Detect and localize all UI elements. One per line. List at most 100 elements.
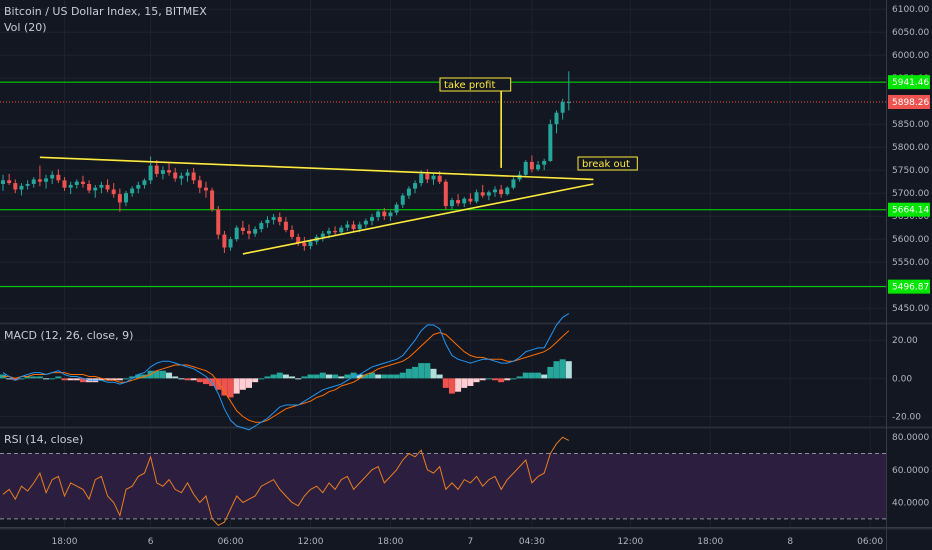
macd-histogram-bar bbox=[559, 359, 566, 379]
macd-histogram-bar bbox=[381, 374, 388, 379]
candle-body bbox=[474, 192, 479, 202]
macd-histogram-bar bbox=[98, 378, 105, 381]
macd-histogram-bar bbox=[123, 378, 129, 380]
macd-histogram-bar bbox=[246, 378, 252, 388]
rsi-legend[interactable]: RSI (14, close) bbox=[4, 433, 84, 446]
macd-histogram-bar bbox=[485, 378, 492, 380]
candle-body bbox=[511, 179, 516, 188]
macd-histogram-bar bbox=[405, 368, 412, 379]
candle-body bbox=[93, 187, 98, 191]
candle-body bbox=[154, 165, 159, 174]
macd-histogram-bar bbox=[448, 378, 455, 394]
macd-histogram-bar bbox=[79, 378, 86, 383]
macd-histogram-bar bbox=[61, 378, 68, 381]
time-axis-tick: 8 bbox=[787, 537, 793, 547]
macd-histogram-bar bbox=[295, 378, 302, 380]
macd-histogram-bar bbox=[110, 378, 117, 381]
macd-histogram-bar bbox=[325, 374, 332, 379]
candle-body bbox=[394, 204, 399, 213]
candle-body bbox=[523, 161, 528, 175]
macd-histogram-bar bbox=[184, 378, 191, 381]
price-axis-tick: 6050.00 bbox=[892, 28, 929, 38]
macd-histogram-bar bbox=[270, 374, 277, 379]
macd-histogram-bar bbox=[455, 378, 462, 392]
macd-histogram-bar bbox=[282, 374, 289, 379]
macd-histogram-bar bbox=[116, 378, 123, 381]
macd-histogram-bar bbox=[233, 378, 240, 394]
candle-body bbox=[493, 189, 497, 193]
macd-histogram-bar bbox=[418, 363, 425, 379]
candle-body bbox=[56, 174, 61, 181]
candle-body bbox=[357, 224, 362, 230]
macd-histogram-bar bbox=[73, 378, 80, 381]
volume-legend[interactable]: Vol (20) bbox=[4, 21, 47, 34]
macd-histogram-bar bbox=[510, 378, 517, 380]
candle-body bbox=[431, 175, 436, 180]
candle-body bbox=[456, 200, 461, 204]
candle-body bbox=[222, 234, 227, 248]
candle-body bbox=[449, 200, 454, 207]
macd-axis-tick: 0.00 bbox=[892, 374, 912, 384]
candle-body bbox=[302, 242, 307, 247]
macd-histogram-bar bbox=[264, 376, 271, 379]
macd-histogram-bar bbox=[36, 376, 43, 379]
macd-histogram-bar bbox=[362, 374, 369, 379]
price-axis-tick: 5800.00 bbox=[892, 143, 929, 153]
candle-body bbox=[382, 211, 387, 217]
candle-body bbox=[247, 230, 251, 234]
rsi-axis-tick: 60.0000 bbox=[892, 466, 929, 476]
macd-axis-tick: -20.00 bbox=[892, 412, 921, 422]
macd-histogram-bar bbox=[153, 370, 160, 379]
candle-body bbox=[437, 175, 442, 182]
price-axis-tick: 5600.00 bbox=[892, 235, 929, 245]
rsi-axis-tick: 80.0000 bbox=[892, 433, 929, 443]
rsi-band bbox=[0, 453, 886, 519]
candle-body bbox=[142, 180, 147, 185]
candle-body bbox=[191, 172, 196, 181]
macd-histogram-bar bbox=[196, 378, 203, 383]
candle-body bbox=[160, 170, 165, 174]
price-label-box bbox=[888, 202, 930, 217]
candle-body bbox=[363, 220, 368, 225]
candle-body bbox=[25, 184, 30, 186]
candle-body bbox=[413, 183, 418, 189]
candle-body bbox=[240, 227, 245, 231]
candle-body bbox=[136, 184, 141, 189]
macd-histogram-bar bbox=[565, 361, 572, 379]
price-label-box bbox=[888, 95, 930, 110]
macd-histogram-bar bbox=[129, 376, 136, 379]
candle-body bbox=[376, 211, 381, 218]
macd-histogram-bar bbox=[436, 374, 443, 379]
candle-body bbox=[74, 181, 79, 185]
candle-body bbox=[179, 175, 184, 179]
candle-body bbox=[425, 173, 430, 180]
symbol-title[interactable]: Bitcoin / US Dollar Index, 15, BITMEX bbox=[4, 5, 207, 18]
take-profit-label: take profit bbox=[444, 80, 495, 91]
candle-body bbox=[320, 233, 325, 237]
candle-body bbox=[117, 194, 122, 203]
macd-histogram-bar bbox=[313, 374, 320, 379]
candle-body bbox=[148, 165, 153, 181]
trend-line bbox=[242, 183, 594, 255]
macd-histogram-bar bbox=[24, 376, 31, 379]
candle-body bbox=[406, 188, 411, 196]
macd-histogram-bar bbox=[504, 378, 511, 381]
macd-histogram-bar bbox=[301, 376, 308, 379]
candle-body bbox=[13, 183, 18, 190]
price-axis-tick: 6000.00 bbox=[892, 51, 929, 61]
price-axis-tick: 6100.00 bbox=[892, 5, 929, 15]
price-label: 5941.46 bbox=[892, 78, 929, 88]
candle-body bbox=[283, 221, 288, 230]
price-axis-tick: 5450.00 bbox=[892, 304, 929, 314]
candle-body bbox=[7, 180, 12, 184]
price-axis-tick: 5850.00 bbox=[892, 120, 929, 130]
macd-histogram-bar bbox=[166, 372, 173, 379]
macd-histogram-bar bbox=[424, 363, 431, 379]
macd-legend[interactable]: MACD (12, 26, close, 9) bbox=[4, 329, 134, 342]
macd-histogram-bar bbox=[307, 374, 314, 379]
candle-body bbox=[68, 184, 73, 188]
macd-signal-line bbox=[3, 330, 570, 423]
candle-body bbox=[468, 198, 473, 202]
candle-body bbox=[529, 161, 534, 170]
